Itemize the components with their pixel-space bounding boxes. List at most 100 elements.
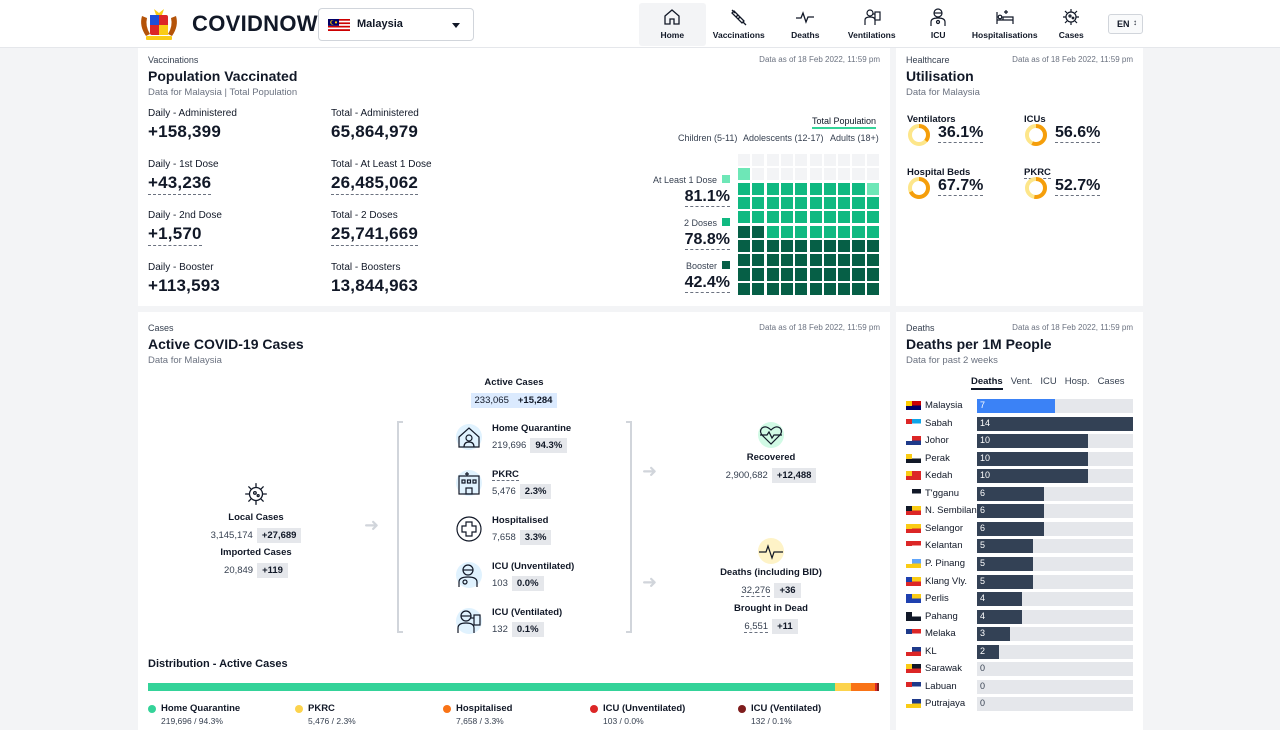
waffle-cell — [766, 168, 779, 181]
util-value[interactable]: 56.6% — [1055, 124, 1101, 143]
tab-hosp[interactable]: Hosp. — [1064, 376, 1090, 387]
deaths-row[interactable]: Melaka 3 — [906, 627, 1134, 642]
state-flag-icon — [906, 488, 921, 498]
stat-total-2-doses: Total - 2 Doses 25,741,669 — [331, 210, 419, 246]
legend-value[interactable]: 42.4% — [684, 274, 730, 293]
distribution-segment[interactable] — [851, 683, 876, 691]
tab-total-population[interactable]: Total Population — [812, 116, 877, 129]
bar-track: 0 — [977, 679, 1133, 694]
tab-icu[interactable]: ICU — [1040, 376, 1057, 387]
waffle-cell — [823, 282, 836, 295]
tab-vent[interactable]: Vent. — [1010, 376, 1033, 387]
legend-value[interactable]: 78.8% — [684, 231, 730, 250]
tab-adolescents[interactable]: Adolescents (12-17) — [743, 133, 824, 143]
deaths-row[interactable]: KL 2 — [906, 644, 1134, 659]
state-name: Malaysia — [925, 400, 963, 411]
deaths-block: Deaths (including BID) 32,276 +36 — [706, 567, 836, 598]
distribution-segment[interactable] — [834, 683, 852, 691]
state-flag-icon — [906, 594, 921, 604]
state-name: T'gganu — [925, 487, 960, 499]
deaths-row[interactable]: Malaysia 7 — [906, 399, 1134, 413]
deaths-row[interactable]: Perak 10 — [906, 451, 1134, 466]
tab-adults[interactable]: Adults (18+) — [830, 133, 879, 143]
nav-cases[interactable]: Cases — [1038, 3, 1105, 46]
tab-children[interactable]: Children (5-11) — [678, 133, 738, 143]
imported-cases-label: Imported Cases — [220, 547, 292, 558]
util-value[interactable]: 52.7% — [1055, 177, 1101, 196]
arrow-right-icon: ➜ — [364, 515, 380, 535]
util-pkrc: PKRC 52.7% — [1024, 162, 1101, 199]
deaths-row[interactable]: Johor 10 — [906, 434, 1134, 449]
nav-home[interactable]: Home — [639, 3, 706, 46]
nav-icu[interactable]: ICU — [905, 3, 972, 46]
arrow-right-icon: ➜ — [642, 572, 658, 592]
tab-cases[interactable]: Cases — [1097, 376, 1125, 387]
bar — [977, 416, 1133, 431]
deaths-row[interactable]: Kelantan 5 — [906, 539, 1134, 554]
stat-label: Total - Administered — [331, 108, 419, 119]
bar-track: 4 — [977, 609, 1133, 624]
bar-value-label: 6 — [980, 505, 986, 516]
country-select[interactable]: Malaysia — [318, 8, 474, 41]
nav-ventilations[interactable]: Ventilations — [839, 3, 906, 46]
legend-label: At Least 1 Dose — [653, 175, 730, 185]
vaccinations-date: Data as of 18 Feb 2022, 11:59 pm — [759, 55, 880, 64]
waffle-cell — [766, 211, 779, 224]
distribution-segment[interactable] — [148, 683, 835, 691]
bar — [977, 574, 1033, 589]
distribution-stacked-bar[interactable] — [148, 683, 880, 691]
deaths-row[interactable]: Selangor 6 — [906, 521, 1134, 536]
legend-label: Booster — [685, 261, 730, 271]
stat-value[interactable]: +1,570 — [148, 224, 202, 246]
deaths-row[interactable]: Klang Vly. 5 — [906, 574, 1134, 589]
waffle-cell — [766, 196, 779, 210]
distribution-segment[interactable] — [875, 683, 878, 691]
util-value[interactable]: 67.7% — [938, 177, 984, 196]
deaths-row[interactable]: Putrajaya 0 — [906, 697, 1134, 712]
util-value[interactable]: 36.1% — [938, 124, 984, 143]
distribution-segment[interactable] — [877, 683, 880, 691]
nav-hospitalisations[interactable]: Hospitalisations — [972, 3, 1039, 46]
state-flag-icon — [906, 611, 921, 621]
home-quarantine-icon — [456, 424, 482, 450]
tab-deaths[interactable]: Deaths — [971, 376, 1003, 390]
legend-value[interactable]: 81.1% — [684, 188, 730, 207]
stat-value[interactable]: +43,236 — [148, 173, 212, 195]
flow-item-numbers: 7,658 3.3% — [492, 530, 552, 545]
stat-daily-administered: Daily - Administered +158,399 — [148, 108, 237, 142]
waffle-cell — [780, 182, 794, 195]
healthcare-subtitle: Data for Malaysia — [906, 87, 980, 98]
deaths-row[interactable]: Pahang 4 — [906, 609, 1134, 624]
nav-vaccinations-label: Vaccinations — [712, 30, 765, 40]
waffle-cell — [780, 225, 794, 238]
util-label[interactable]: PKRC — [1024, 167, 1051, 179]
stat-value[interactable]: 25,741,669 — [331, 224, 419, 246]
waffle-cell — [738, 211, 751, 224]
deaths-row[interactable]: Perlis 4 — [906, 592, 1134, 607]
deaths-row[interactable]: Labuan 0 — [906, 679, 1134, 694]
deaths-row[interactable]: N. Sembilan 6 — [906, 504, 1134, 519]
deaths-row[interactable]: Sarawak 0 — [906, 662, 1134, 677]
waffle-cell — [823, 239, 836, 252]
deaths-row[interactable]: T'gganu 6 — [906, 486, 1134, 501]
deaths-label: Deaths (including BID) — [720, 567, 822, 578]
waffle-cell — [795, 211, 808, 224]
nav-vaccinations[interactable]: Vaccinations — [706, 3, 773, 46]
dist-legend-detail: 219,696 / 94.3% — [161, 716, 223, 726]
vaccination-waffle-chart[interactable] — [738, 154, 881, 297]
malaysia-crest-logo[interactable] — [136, 6, 182, 42]
deaths-row[interactable]: Sabah 14 — [906, 416, 1134, 431]
stat-value[interactable]: 26,485,062 — [331, 173, 419, 195]
deaths-numbers: 32,276 +36 — [706, 583, 836, 598]
waffle-cell — [738, 268, 751, 281]
language-select[interactable]: EN — [1108, 14, 1143, 34]
deaths-row[interactable]: P. Pinang 5 — [906, 556, 1134, 571]
deaths-row[interactable]: Kedah 10 — [906, 469, 1134, 484]
brand-name[interactable]: COVIDNOW — [192, 11, 318, 36]
bar-track: 10 — [977, 451, 1133, 466]
legend-at-least-1-dose: At Least 1 Dose 81.1% — [653, 175, 730, 207]
nav-deaths[interactable]: Deaths — [772, 3, 839, 46]
waffle-cell — [809, 168, 822, 181]
bar-value-label: 7 — [980, 400, 986, 410]
waffle-cell — [823, 154, 836, 167]
